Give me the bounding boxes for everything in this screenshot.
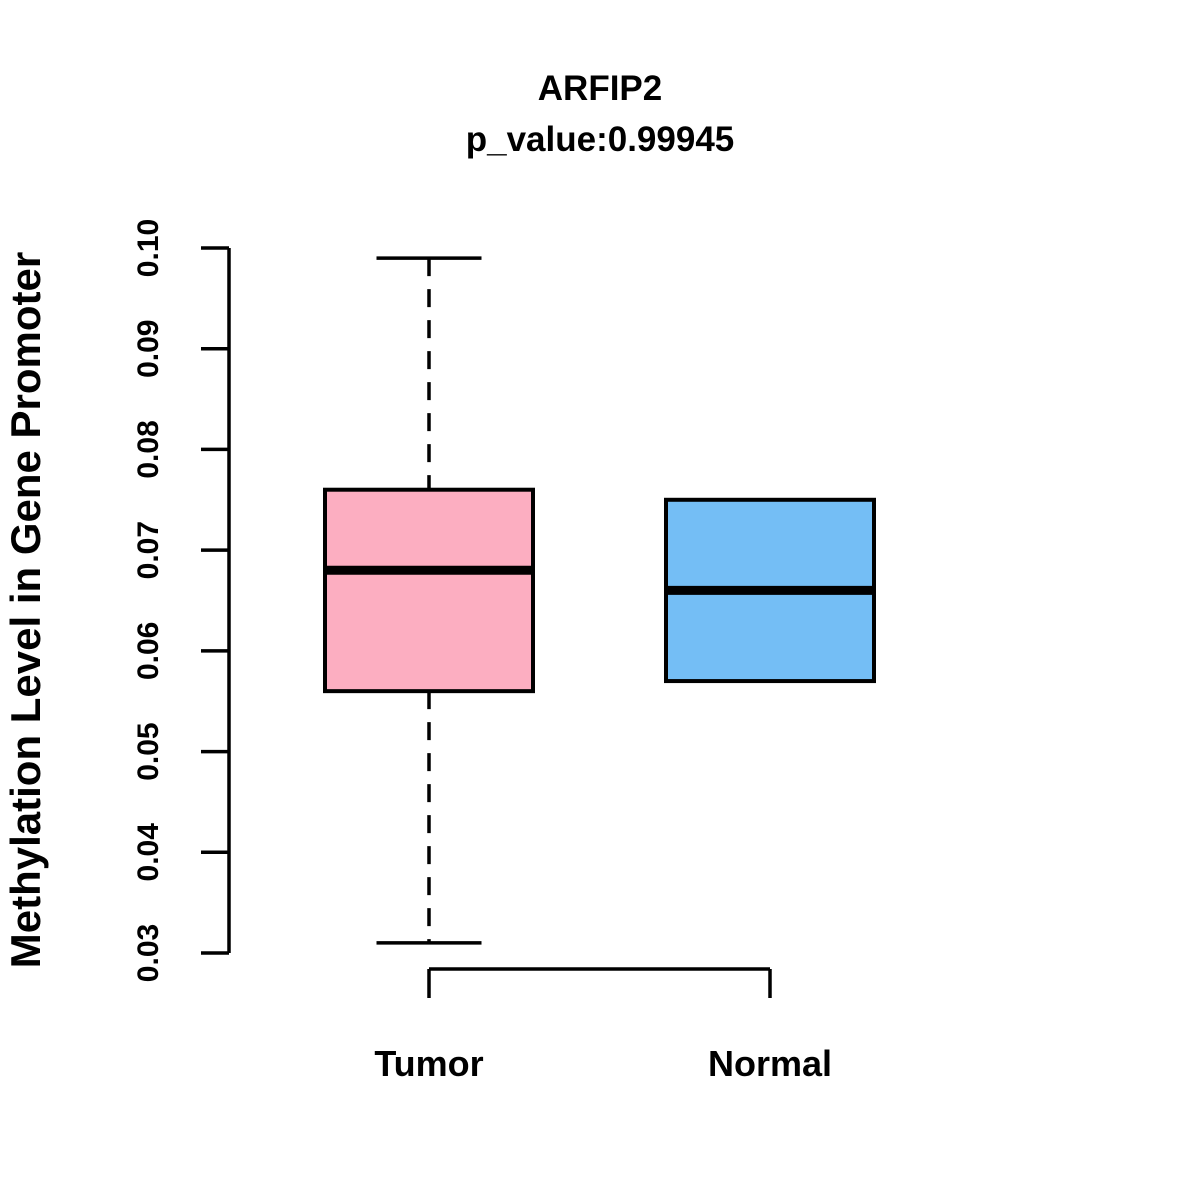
y-tick-label-0.04: 0.04 [132,823,165,882]
y-tick-label-0.07: 0.07 [132,521,165,579]
y-tick-label-0.08: 0.08 [132,420,165,478]
category-label-normal: Normal [708,1043,832,1084]
y-tick-label-0.10: 0.10 [132,219,165,277]
y-tick-label-0.09: 0.09 [132,320,165,378]
y-tick-label-0.05: 0.05 [132,722,165,780]
y-tick-label-0.06: 0.06 [132,622,165,680]
box-tumor [323,487,535,694]
y-tick-label-0.03: 0.03 [132,924,165,982]
plot-subtitle: p_value:0.99945 [466,120,735,159]
plot-title: ARFIP2 [538,69,662,108]
y-axis-label: Methylation Level in Gene Promoter [2,252,49,968]
category-label-tumor: Tumor [374,1043,483,1084]
plot-area: 0.03 0.04 0.05 0.06 0.07 0.08 0.09 0.10 Tumor Nor… [132,219,876,1084]
